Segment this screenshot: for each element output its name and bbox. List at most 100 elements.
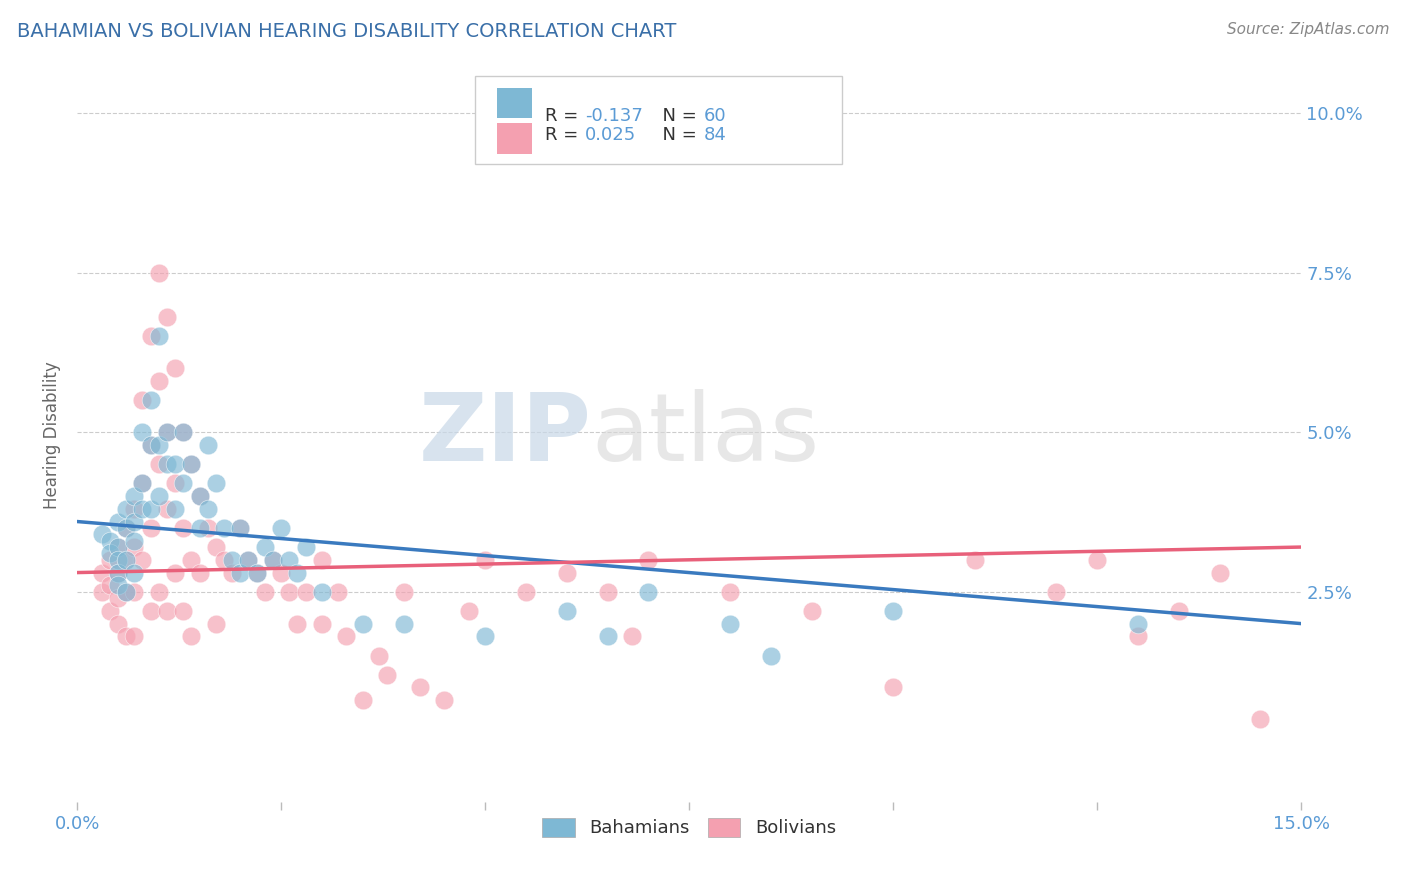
Point bbox=[148, 489, 170, 503]
Point bbox=[139, 501, 162, 516]
Point bbox=[221, 566, 243, 580]
Point bbox=[229, 566, 252, 580]
Point bbox=[197, 501, 219, 516]
Point bbox=[221, 553, 243, 567]
Point bbox=[311, 584, 333, 599]
Text: 84: 84 bbox=[704, 126, 727, 144]
Point bbox=[107, 616, 129, 631]
Point bbox=[278, 584, 301, 599]
Text: -0.137: -0.137 bbox=[585, 107, 643, 125]
Point bbox=[148, 329, 170, 343]
Point bbox=[637, 553, 659, 567]
Point bbox=[287, 616, 309, 631]
Legend: Bahamians, Bolivians: Bahamians, Bolivians bbox=[536, 811, 844, 845]
Point bbox=[718, 616, 741, 631]
Point bbox=[115, 501, 138, 516]
FancyBboxPatch shape bbox=[496, 87, 533, 119]
Point bbox=[328, 584, 350, 599]
Point bbox=[122, 515, 145, 529]
Point bbox=[107, 553, 129, 567]
Point bbox=[205, 540, 228, 554]
Point bbox=[98, 553, 121, 567]
Point bbox=[107, 578, 129, 592]
Point bbox=[311, 553, 333, 567]
Point bbox=[163, 476, 186, 491]
Point bbox=[172, 476, 194, 491]
Point bbox=[270, 521, 292, 535]
Point bbox=[115, 584, 138, 599]
Point bbox=[555, 566, 578, 580]
Point bbox=[515, 584, 537, 599]
Point bbox=[759, 648, 782, 663]
Point bbox=[156, 604, 179, 618]
Point bbox=[262, 553, 284, 567]
Point bbox=[122, 629, 145, 643]
Y-axis label: Hearing Disability: Hearing Disability bbox=[44, 361, 60, 509]
Point bbox=[90, 584, 112, 599]
Point bbox=[188, 566, 211, 580]
Point bbox=[172, 604, 194, 618]
Point bbox=[172, 425, 194, 440]
Point bbox=[188, 489, 211, 503]
Point bbox=[433, 693, 456, 707]
Point bbox=[375, 667, 398, 681]
Point bbox=[253, 584, 276, 599]
Point bbox=[156, 310, 179, 325]
Point bbox=[122, 566, 145, 580]
FancyBboxPatch shape bbox=[496, 123, 533, 153]
Text: 60: 60 bbox=[704, 107, 727, 125]
Point bbox=[122, 501, 145, 516]
Point bbox=[1249, 712, 1271, 726]
Text: BAHAMIAN VS BOLIVIAN HEARING DISABILITY CORRELATION CHART: BAHAMIAN VS BOLIVIAN HEARING DISABILITY … bbox=[17, 22, 676, 41]
Point bbox=[180, 629, 202, 643]
Point bbox=[287, 566, 309, 580]
Point bbox=[352, 616, 374, 631]
Point bbox=[882, 604, 904, 618]
Point bbox=[596, 584, 619, 599]
Text: 0.025: 0.025 bbox=[585, 126, 637, 144]
Point bbox=[392, 616, 415, 631]
Point bbox=[205, 476, 228, 491]
Point bbox=[180, 457, 202, 471]
Point bbox=[90, 566, 112, 580]
Point bbox=[139, 604, 162, 618]
Point bbox=[139, 521, 162, 535]
Point bbox=[474, 629, 496, 643]
Point bbox=[246, 566, 269, 580]
Point bbox=[188, 521, 211, 535]
Point bbox=[131, 501, 153, 516]
Point bbox=[115, 553, 138, 567]
Point bbox=[270, 566, 292, 580]
Point bbox=[246, 566, 269, 580]
Point bbox=[156, 501, 179, 516]
FancyBboxPatch shape bbox=[475, 76, 842, 164]
Point bbox=[163, 501, 186, 516]
Point bbox=[1126, 629, 1149, 643]
Point bbox=[139, 438, 162, 452]
Point bbox=[131, 553, 153, 567]
Point bbox=[107, 540, 129, 554]
Point bbox=[148, 457, 170, 471]
Point bbox=[197, 521, 219, 535]
Point bbox=[148, 584, 170, 599]
Point bbox=[115, 553, 138, 567]
Point bbox=[148, 438, 170, 452]
Text: atlas: atlas bbox=[592, 390, 820, 482]
Text: R =: R = bbox=[544, 107, 583, 125]
Point bbox=[98, 578, 121, 592]
Point bbox=[156, 425, 179, 440]
Point bbox=[107, 591, 129, 606]
Point bbox=[122, 533, 145, 548]
Text: N =: N = bbox=[651, 107, 703, 125]
Point bbox=[229, 521, 252, 535]
Point bbox=[800, 604, 823, 618]
Point bbox=[163, 566, 186, 580]
Point bbox=[253, 540, 276, 554]
Point bbox=[637, 584, 659, 599]
Point bbox=[107, 540, 129, 554]
Point bbox=[188, 489, 211, 503]
Point bbox=[131, 393, 153, 408]
Point bbox=[139, 329, 162, 343]
Point bbox=[392, 584, 415, 599]
Point bbox=[180, 457, 202, 471]
